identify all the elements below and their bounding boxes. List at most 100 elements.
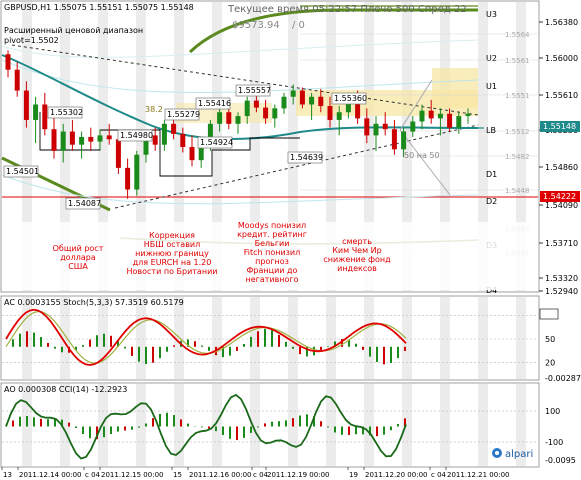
candle-body — [364, 118, 370, 136]
candle-body — [299, 90, 305, 105]
session-band — [478, 297, 488, 379]
candle-body — [198, 146, 204, 161]
ma-text: 50 на 50 — [404, 151, 440, 160]
level-tag-d4: D4 — [486, 286, 497, 295]
candle-body — [336, 112, 342, 120]
envelope-outer — [1, 39, 479, 58]
axis-price-label: 1.56000 — [545, 54, 578, 63]
price-labels: 1.55302 1.54980 1.55279 1.55416 1.55557 1.553… — [3, 84, 367, 210]
triangle-upper — [11, 44, 479, 116]
session-band — [250, 384, 260, 466]
session-band — [22, 2, 32, 291]
level-tag-u3: U3 — [486, 10, 497, 19]
price-label-text: 1.54924 — [200, 138, 233, 147]
stoch-label: AC 0.0003155 Stoch(5,3,3) 57.3519 60.517… — [4, 298, 184, 307]
pivot-value-r1: 1.5512 — [505, 128, 530, 136]
candle-body — [152, 135, 158, 145]
time-label: 2011.12.15 00:00 — [101, 471, 163, 479]
candle-body — [235, 116, 241, 124]
session-band — [402, 297, 412, 379]
cci-panel[interactable]: 100 -100 -0.0095 — [0, 382, 576, 468]
session-band — [364, 297, 374, 379]
pivot-value-s1: 1.5482 — [505, 153, 530, 161]
candle-body — [180, 133, 186, 147]
envelope-upper — [1, 59, 479, 93]
moving-average — [1, 54, 479, 140]
session-band — [98, 2, 108, 291]
pivot-value-r3: 1.5561 — [505, 57, 530, 65]
session-band — [250, 2, 260, 291]
candle-body — [207, 123, 213, 147]
candle-body — [327, 106, 333, 120]
price-label-box — [47, 106, 83, 119]
session-band — [440, 384, 450, 466]
price-label-text: 1.55416 — [198, 99, 231, 108]
news-annotations: Общий рост доллара США Коррекция НБШ оставил… — [2, 221, 538, 290]
candle-body — [437, 113, 443, 119]
candle-body — [290, 90, 296, 97]
brand-text: alpari — [505, 449, 533, 460]
axis-price-label: 1.53710 — [545, 239, 578, 248]
pivot-text: pivot=1.5502 — [4, 36, 59, 45]
time-label: с 04 — [253, 471, 269, 479]
session-band — [516, 297, 526, 379]
price-panel[interactable]: U3 1.5564 U2 1.5561 U1 1.5551 1.5512 LB 1.5482 D1… — [0, 0, 540, 295]
trend-lines — [1, 5, 479, 245]
cci-line — [5, 393, 407, 460]
stochastic-panel[interactable]: 805020-0.00287 — [0, 295, 581, 383]
envelope-lower — [1, 174, 479, 205]
time-label: с 04 — [431, 471, 447, 479]
session-band — [326, 297, 336, 379]
price-label-text: 1.55279 — [167, 110, 200, 119]
price-label-text: 1.55360 — [334, 94, 367, 103]
session-band — [250, 297, 260, 379]
pivot-value-r4: 1.5564 — [505, 31, 530, 39]
price-label-box — [197, 136, 233, 149]
price-axis[interactable]: 1.563801.560001.556101.552301.548601.540… — [539, 18, 580, 296]
candle-body — [171, 123, 177, 134]
pivot-value-r2: 1.5551 — [505, 92, 530, 100]
time-axis: 13 2011.12.14 00:00 с 04 2011.12.15 00:00 15… — [1, 467, 509, 479]
session-band — [326, 2, 336, 291]
price-label-box — [235, 84, 271, 97]
axis-price-label: 1.53320 — [545, 274, 578, 283]
candle-body — [88, 136, 94, 142]
time-label: с 04 — [85, 471, 101, 479]
symbol-quote: GBPUSD,H1 1.55075 1.55151 1.55075 1.5514… — [4, 3, 194, 12]
candle-body — [5, 54, 11, 70]
candle-body — [33, 104, 39, 120]
session-band — [136, 384, 146, 466]
candle-body — [447, 113, 453, 128]
price-label-text: 1.54501 — [6, 167, 39, 176]
session-band — [212, 384, 222, 466]
price-label-box — [287, 151, 323, 164]
session-band — [364, 384, 374, 466]
session-band — [60, 297, 70, 379]
pivot-value-s2: 1.5448 — [505, 187, 530, 195]
session-band — [440, 297, 450, 379]
cci-label: AO 0.000308 CCI(14) -12.2923 — [4, 385, 127, 394]
time-label: 2011.12.19 00:00 — [267, 471, 329, 479]
candle-body — [60, 131, 66, 151]
account-suffix: / 0 — [292, 20, 305, 31]
price-label-text: 1.54980 — [120, 131, 153, 140]
level-tag-d1: D1 — [486, 170, 497, 179]
candle-body — [217, 112, 223, 124]
projection-up — [399, 79, 433, 131]
session-band — [478, 384, 488, 466]
session-band — [402, 2, 412, 291]
candle-body — [143, 135, 149, 155]
session-band — [364, 2, 374, 291]
candle-body — [428, 110, 434, 119]
candle-body — [23, 90, 29, 120]
server-time: Текущее время 05:22:57 Плечо 500 Спред 2… — [227, 4, 467, 15]
stoch-value-box — [539, 308, 559, 320]
time-label: 19 — [349, 471, 358, 479]
candle-body — [281, 96, 287, 109]
news-annotation-1: Общий рост доллара США — [53, 244, 104, 271]
annotation-backdrop — [2, 222, 538, 290]
candle-body — [115, 139, 121, 168]
session-band — [174, 2, 184, 291]
